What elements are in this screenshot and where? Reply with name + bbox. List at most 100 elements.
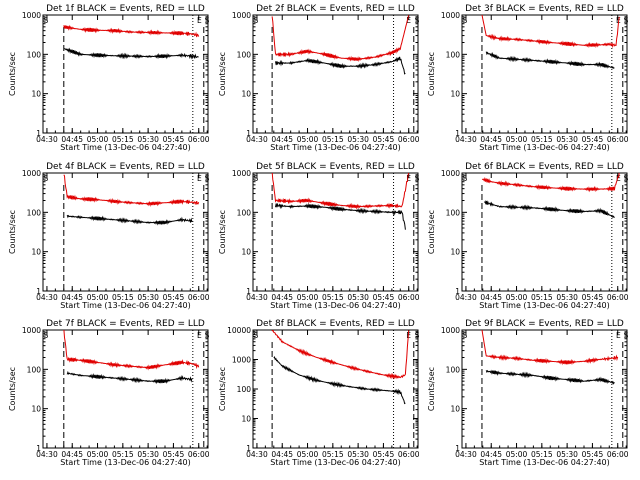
x-tick-label: 05:15 (531, 135, 553, 144)
plot-frame (42, 172, 209, 292)
y-tick-label: 1 (36, 444, 41, 453)
x-tick-label: 04:45 (61, 450, 83, 459)
x-tick-label: 05:45 (582, 293, 604, 302)
plot-frame (252, 172, 419, 292)
y-tick-label: 100 (237, 50, 252, 59)
y-tick-label: 100 (446, 50, 461, 59)
end-flag: E (197, 331, 202, 340)
lld-rate-line (481, 173, 620, 193)
x-tick-label: 05:00 (87, 293, 109, 302)
x-tick-label: 05:00 (506, 293, 528, 302)
panel-det-8f: Det 8f BLACK = Events, RED = LLD 1 10 100 10… (218, 319, 420, 467)
restart-flag: S (205, 331, 210, 340)
x-tick-label: 04:45 (480, 135, 502, 144)
plot-frame (252, 329, 419, 449)
start-flag: S (44, 16, 49, 25)
x-tick-label: 05:45 (582, 450, 604, 459)
y-axis-label: Counts/sec (427, 367, 436, 411)
x-tick-label: 04:45 (61, 135, 83, 144)
x-tick-label: 06:00 (188, 293, 210, 302)
x-axis-label: Start Time (13-Dec-06 04:27:40) (479, 143, 610, 152)
start-flag: S (463, 16, 468, 25)
restart-flag: S (624, 174, 629, 183)
x-tick-label: 04:45 (271, 293, 293, 302)
y-tick-label: 1000 (22, 169, 41, 178)
panel-det-7f: Det 7f BLACK = Events, RED = LLD 1 10 100 10… (8, 319, 210, 467)
x-tick-label: 05:00 (87, 450, 109, 459)
panel-title: Det 3f BLACK = Events, RED = LLD (465, 4, 624, 14)
x-tick-label: 06:00 (607, 135, 629, 144)
lld-rate-line (63, 24, 200, 38)
x-tick-label: 05:30 (347, 135, 369, 144)
restart-flag: S (415, 16, 420, 25)
panel-title: Det 6f BLACK = Events, RED = LLD (465, 162, 624, 172)
panel-det-2f: Det 2f BLACK = Events, RED = LLD 1 10 100 10… (218, 4, 420, 152)
y-tick-label: 1 (455, 444, 460, 453)
plot-frame (42, 329, 209, 449)
y-tick-label: 10 (31, 248, 41, 257)
y-tick-label: 1000 (441, 169, 460, 178)
y-tick-label: 1 (455, 129, 460, 138)
end-flag: E (197, 174, 202, 183)
x-axis-label: Start Time (13-Dec-06 04:27:40) (479, 458, 610, 467)
restart-flag: S (415, 331, 420, 340)
y-tick-label: 100 (446, 365, 461, 374)
x-axis-label: Start Time (13-Dec-06 04:27:40) (60, 143, 191, 152)
y-tick-label: 10 (241, 90, 251, 99)
y-tick-label: 10 (31, 405, 41, 414)
x-tick-label: 04:45 (271, 135, 293, 144)
x-tick-label: 06:00 (398, 450, 420, 459)
x-tick-label: 05:30 (556, 135, 578, 144)
y-tick-label: 100 (27, 365, 42, 374)
x-tick-label: 05:45 (163, 135, 185, 144)
y-axis-label: Counts/sec (218, 210, 227, 254)
x-tick-label: 04:30 (246, 135, 268, 144)
x-tick-label: 06:00 (398, 293, 420, 302)
x-tick-label: 05:30 (137, 293, 159, 302)
y-tick-label: 1000 (232, 356, 251, 365)
start-flag: S (44, 331, 49, 340)
panel-title: Det 9f BLACK = Events, RED = LLD (465, 319, 624, 329)
x-tick-label: 05:45 (163, 450, 185, 459)
panel-det-5f: Det 5f BLACK = Events, RED = LLD 1 10 100 10… (218, 162, 420, 310)
x-tick-label: 05:45 (373, 135, 395, 144)
x-tick-label: 05:30 (556, 293, 578, 302)
start-flag: S (254, 174, 259, 183)
restart-flag: S (624, 331, 629, 340)
end-flag: E (406, 174, 411, 183)
end-flag: E (197, 16, 202, 25)
x-tick-label: 05:45 (373, 293, 395, 302)
end-flag: E (406, 16, 411, 25)
lld-rate-line (271, 173, 410, 210)
x-axis-label: Start Time (13-Dec-06 04:27:40) (270, 301, 401, 310)
y-tick-label: 1000 (441, 11, 460, 20)
y-tick-label: 1000 (232, 11, 251, 20)
x-tick-label: 05:15 (322, 450, 344, 459)
events-rate-line (66, 370, 193, 385)
y-tick-label: 10 (450, 90, 460, 99)
y-tick-label: 100 (27, 208, 42, 217)
x-axis-label: Start Time (13-Dec-06 04:27:40) (60, 458, 191, 467)
start-flag: S (44, 174, 49, 183)
x-axis-label: Start Time (13-Dec-06 04:27:40) (270, 458, 401, 467)
x-tick-label: 05:00 (87, 135, 109, 144)
y-tick-label: 1 (36, 287, 41, 296)
x-tick-label: 04:30 (455, 450, 477, 459)
y-axis-label: Counts/sec (427, 210, 436, 254)
x-tick-label: 05:45 (373, 450, 395, 459)
x-tick-label: 06:00 (398, 135, 420, 144)
x-tick-label: 06:00 (607, 450, 629, 459)
events-rate-line (66, 214, 193, 226)
x-tick-label: 05:00 (297, 450, 319, 459)
x-axis-label: Start Time (13-Dec-06 04:27:40) (479, 301, 610, 310)
x-tick-label: 06:00 (607, 293, 629, 302)
x-tick-label: 05:15 (531, 293, 553, 302)
x-tick-label: 05:00 (506, 450, 528, 459)
y-axis-label: Counts/sec (8, 367, 17, 411)
x-tick-label: 04:30 (36, 450, 58, 459)
y-tick-label: 10 (31, 90, 41, 99)
panel-title: Det 2f BLACK = Events, RED = LLD (256, 4, 415, 14)
start-flag: S (463, 331, 468, 340)
panel-det-3f: Det 3f BLACK = Events, RED = LLD 1 10 100 10… (427, 4, 629, 152)
